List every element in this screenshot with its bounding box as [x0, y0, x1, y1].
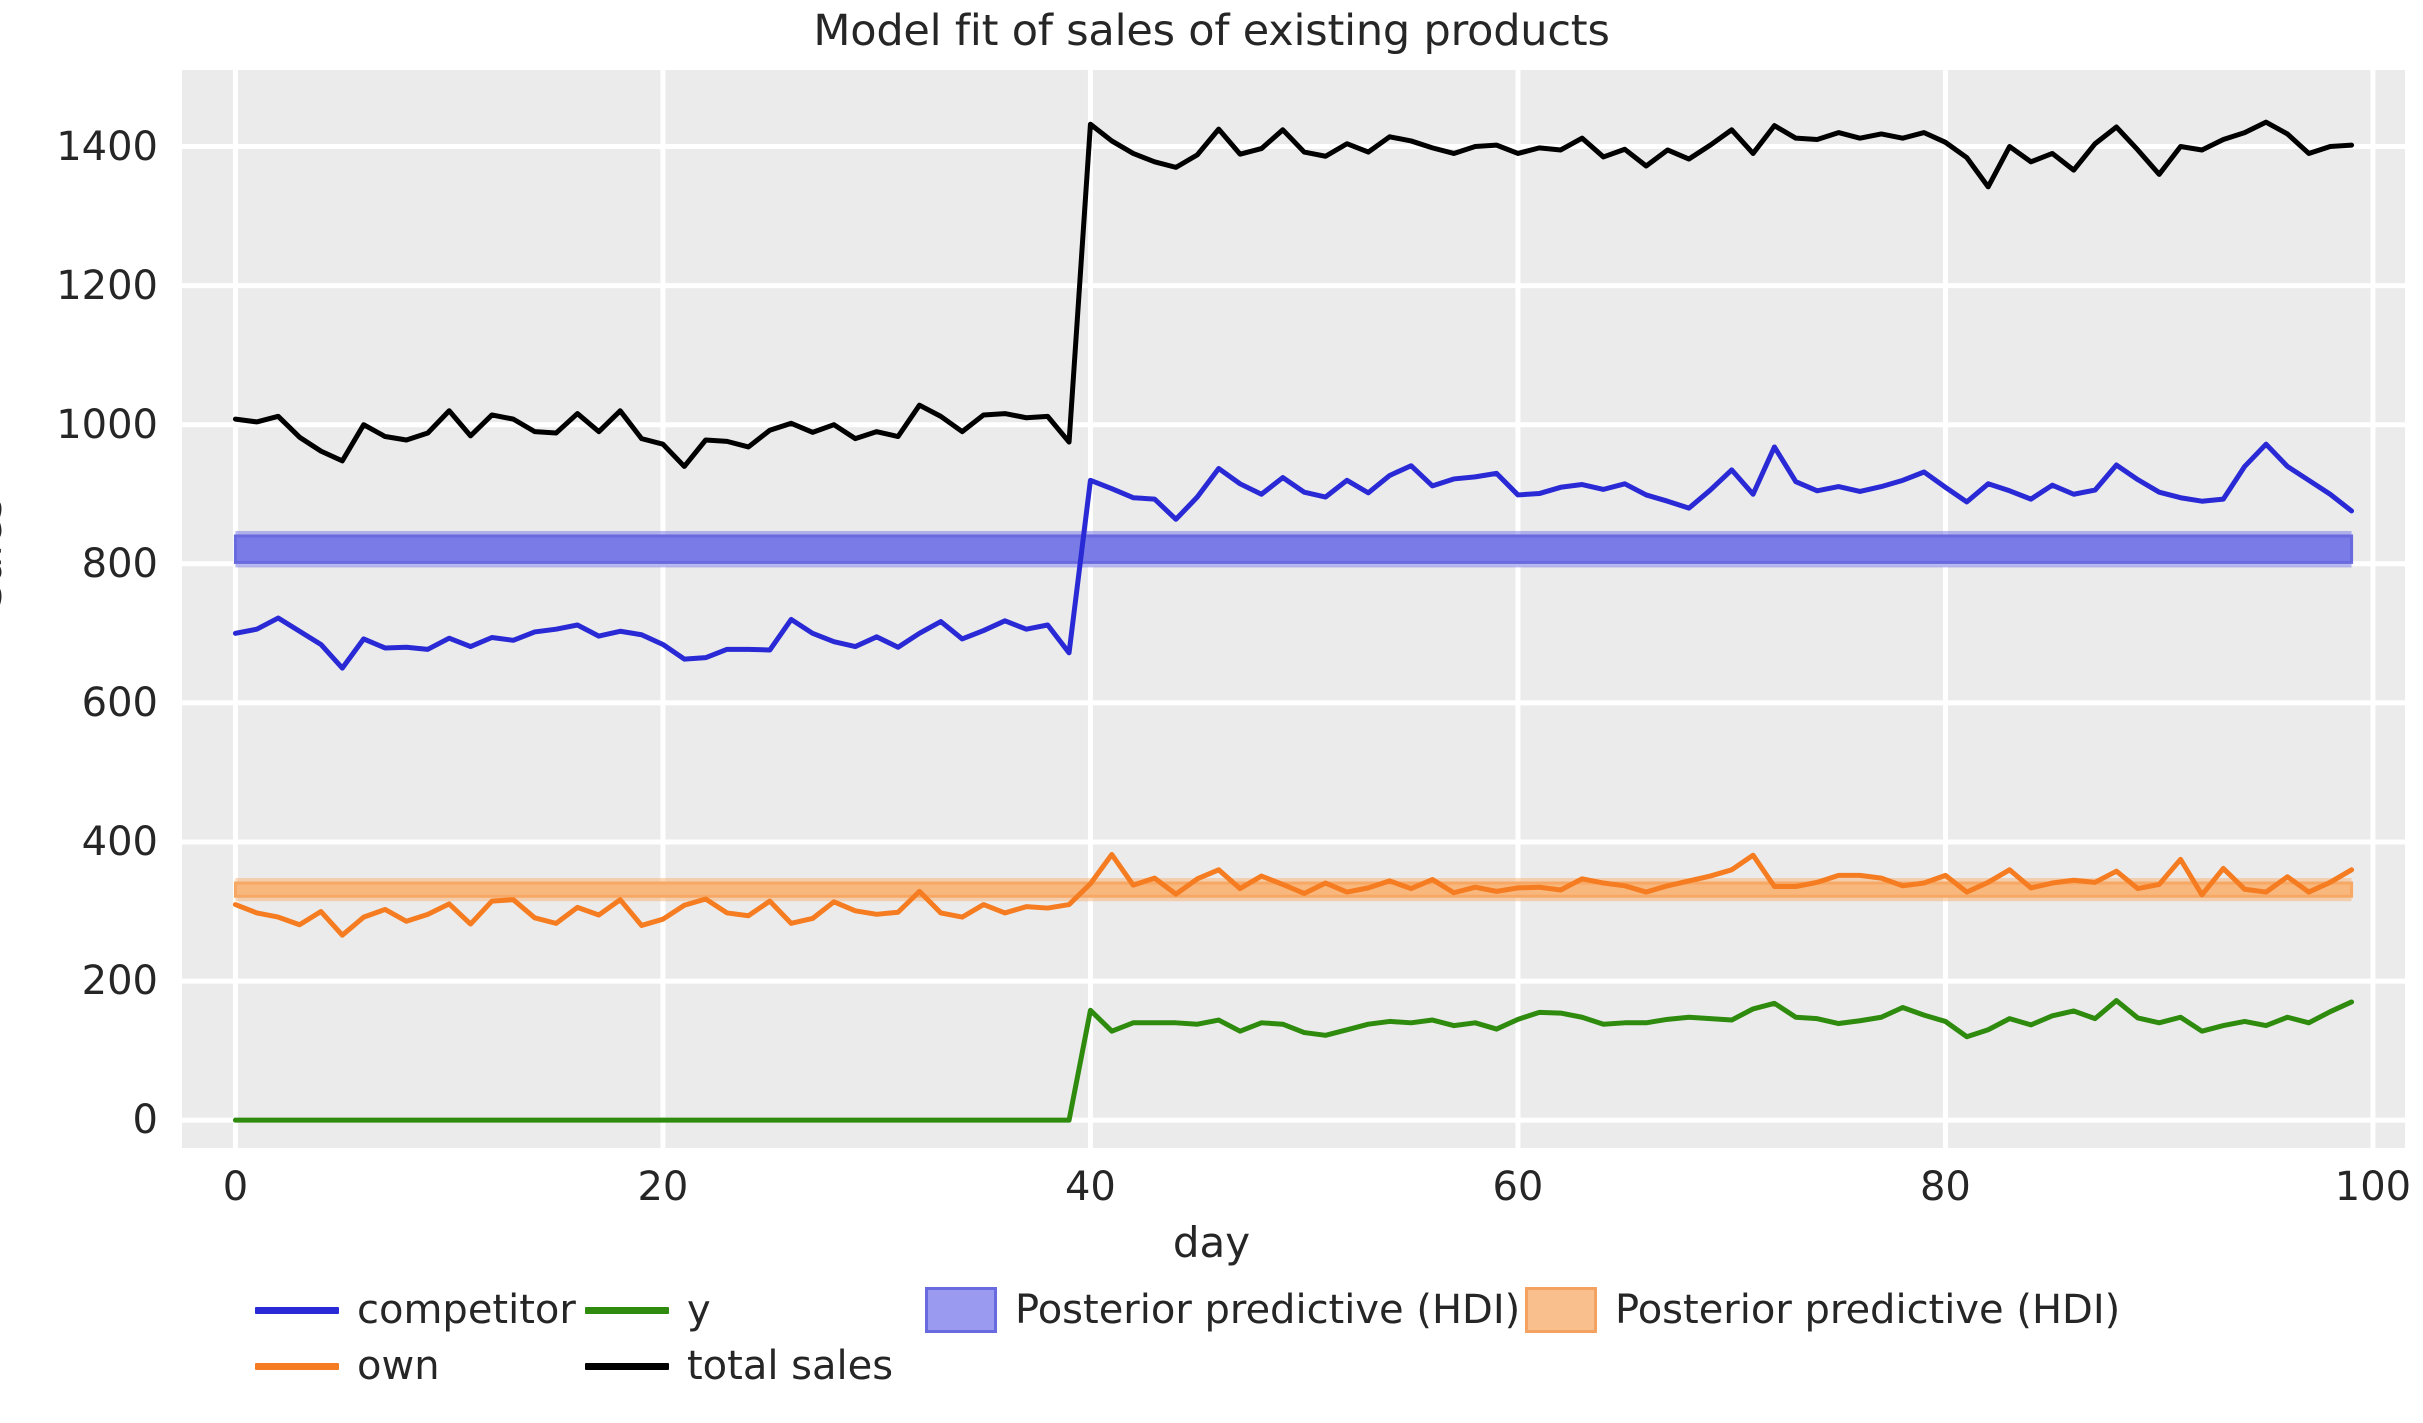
plot-area — [182, 70, 2405, 1148]
legend-item[interactable]: total sales — [585, 1338, 925, 1394]
legend-item[interactable]: own — [255, 1338, 585, 1394]
y-tick-label: 1400 — [56, 123, 158, 170]
x-tick-label: 0 — [222, 1164, 249, 1210]
y-tick-label: 1000 — [56, 401, 158, 448]
legend-patch-swatch — [925, 1287, 997, 1333]
legend-label: Posterior predictive (HDI) — [1015, 1287, 1521, 1333]
legend-label: total sales — [687, 1343, 894, 1389]
legend-line-swatch — [585, 1306, 669, 1314]
y-tick-label: 600 — [81, 679, 158, 726]
legend-patch-swatch — [1525, 1287, 1597, 1333]
legend-line-swatch — [255, 1306, 339, 1314]
legend-line-swatch — [585, 1362, 669, 1370]
x-tick-label: 80 — [1919, 1164, 1971, 1210]
legend-item[interactable]: y — [585, 1282, 925, 1338]
y-tick-label: 1200 — [56, 262, 158, 309]
y-tick-label: 200 — [81, 958, 158, 1005]
x-tick-label: 60 — [1492, 1164, 1544, 1210]
plot-svg — [182, 70, 2405, 1148]
legend-line-swatch — [255, 1362, 339, 1370]
data-series — [232, 119, 2355, 1123]
x-tick-label: 20 — [637, 1164, 689, 1210]
gridlines — [182, 70, 2405, 1148]
y-tick-label: 400 — [81, 818, 158, 865]
x-tick-label: 100 — [2334, 1164, 2412, 1210]
x-tick-label: 40 — [1064, 1164, 1116, 1210]
page-title: Model fit of sales of existing products — [813, 6, 1610, 56]
legend-item[interactable]: competitor — [255, 1282, 585, 1338]
hdi-bands — [233, 530, 2354, 902]
legend: competitor y Posterior predictive (HDI) Pos… — [255, 1282, 2375, 1394]
legend-label: Posterior predictive (HDI) — [1615, 1287, 2121, 1333]
y-tick-label: 0 — [132, 1097, 158, 1144]
x-axis-label: day — [1172, 1218, 1251, 1267]
y-tick-label: 800 — [81, 540, 158, 587]
legend-label: own — [357, 1343, 440, 1389]
legend-label: y — [687, 1287, 711, 1333]
legend-item[interactable]: Posterior predictive (HDI) — [925, 1282, 1525, 1338]
legend-item[interactable]: Posterior predictive (HDI) — [1525, 1282, 2125, 1338]
legend-label: competitor — [357, 1287, 576, 1333]
